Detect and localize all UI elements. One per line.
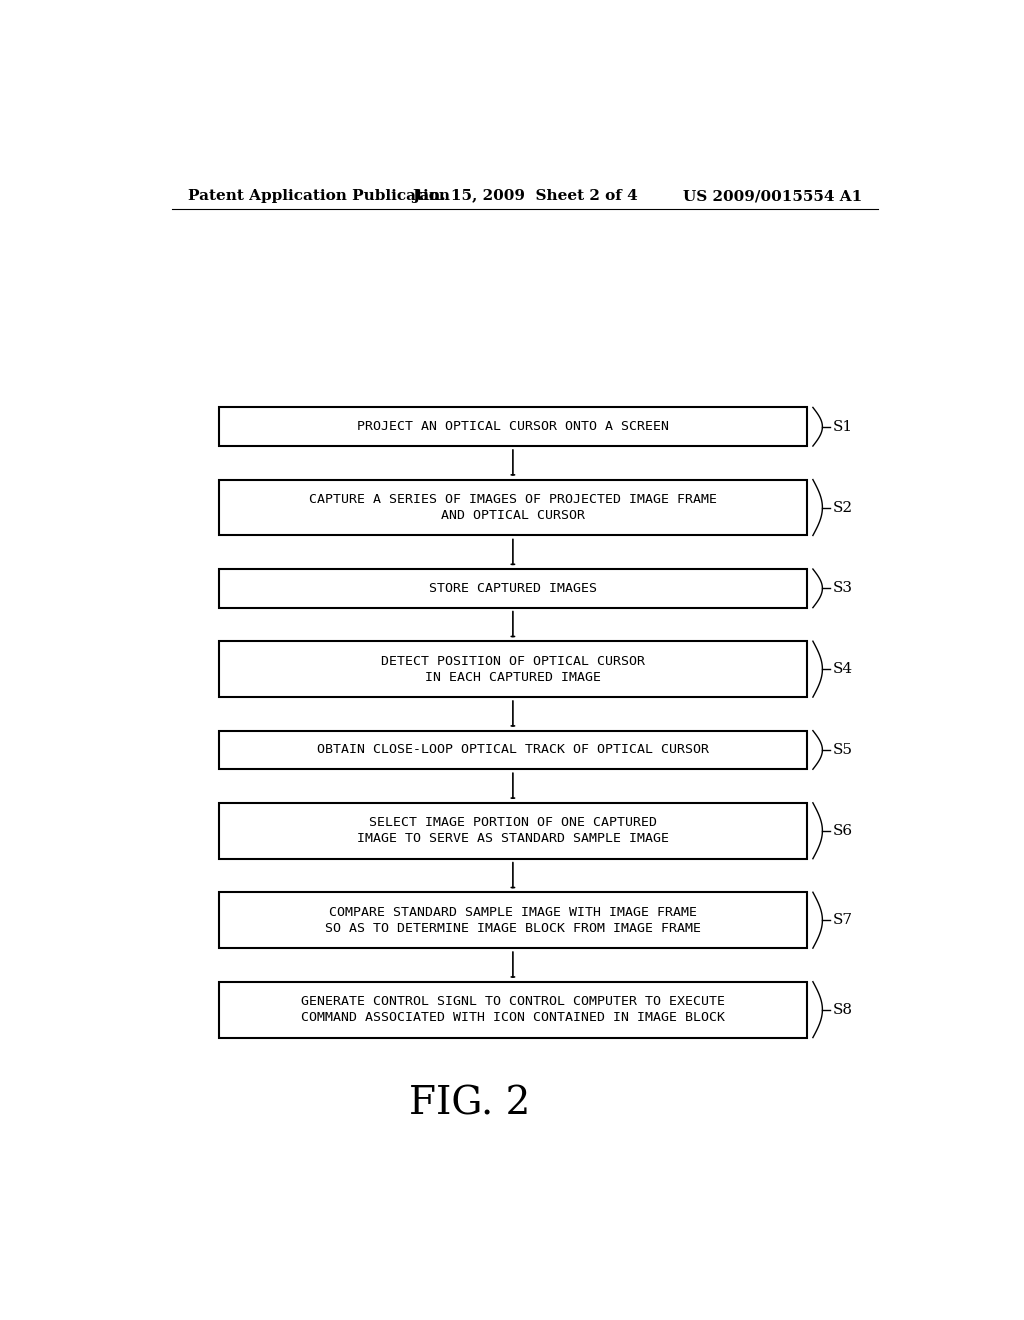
- Bar: [219, 408, 807, 446]
- Bar: [219, 982, 807, 1038]
- Bar: [219, 731, 807, 770]
- Text: IMAGE TO SERVE AS STANDARD SAMPLE IMAGE: IMAGE TO SERVE AS STANDARD SAMPLE IMAGE: [357, 833, 669, 845]
- Text: AND OPTICAL CURSOR: AND OPTICAL CURSOR: [441, 510, 585, 523]
- Text: IN EACH CAPTURED IMAGE: IN EACH CAPTURED IMAGE: [425, 671, 601, 684]
- Bar: [219, 642, 807, 697]
- Text: Patent Application Publication: Patent Application Publication: [187, 189, 450, 203]
- Bar: [219, 569, 807, 607]
- Text: COMPARE STANDARD SAMPLE IMAGE WITH IMAGE FRAME: COMPARE STANDARD SAMPLE IMAGE WITH IMAGE…: [329, 906, 697, 919]
- Bar: [219, 892, 807, 948]
- Text: STORE CAPTURED IMAGES: STORE CAPTURED IMAGES: [429, 582, 597, 595]
- Bar: [219, 803, 807, 859]
- Text: S2: S2: [833, 500, 853, 515]
- Text: S1: S1: [833, 420, 853, 434]
- Text: S7: S7: [833, 913, 853, 927]
- Text: S6: S6: [833, 824, 853, 838]
- Text: S8: S8: [833, 1003, 853, 1016]
- Bar: [219, 479, 807, 536]
- Text: FIG. 2: FIG. 2: [409, 1085, 530, 1122]
- Text: OBTAIN CLOSE-LOOP OPTICAL TRACK OF OPTICAL CURSOR: OBTAIN CLOSE-LOOP OPTICAL TRACK OF OPTIC…: [316, 743, 709, 756]
- Text: PROJECT AN OPTICAL CURSOR ONTO A SCREEN: PROJECT AN OPTICAL CURSOR ONTO A SCREEN: [357, 420, 669, 433]
- Text: S4: S4: [833, 663, 853, 676]
- Text: DETECT POSITION OF OPTICAL CURSOR: DETECT POSITION OF OPTICAL CURSOR: [381, 655, 645, 668]
- Text: SELECT IMAGE PORTION OF ONE CAPTURED: SELECT IMAGE PORTION OF ONE CAPTURED: [369, 816, 657, 829]
- Text: US 2009/0015554 A1: US 2009/0015554 A1: [683, 189, 862, 203]
- Text: Jan. 15, 2009  Sheet 2 of 4: Jan. 15, 2009 Sheet 2 of 4: [412, 189, 638, 203]
- Text: GENERATE CONTROL SIGNL TO CONTROL COMPUTER TO EXECUTE: GENERATE CONTROL SIGNL TO CONTROL COMPUT…: [301, 995, 725, 1008]
- Text: S5: S5: [833, 743, 853, 756]
- Text: CAPTURE A SERIES OF IMAGES OF PROJECTED IMAGE FRAME: CAPTURE A SERIES OF IMAGES OF PROJECTED …: [309, 492, 717, 506]
- Text: COMMAND ASSOCIATED WITH ICON CONTAINED IN IMAGE BLOCK: COMMAND ASSOCIATED WITH ICON CONTAINED I…: [301, 1011, 725, 1024]
- Text: S3: S3: [833, 581, 853, 595]
- Text: SO AS TO DETERMINE IMAGE BLOCK FROM IMAGE FRAME: SO AS TO DETERMINE IMAGE BLOCK FROM IMAG…: [325, 921, 700, 935]
